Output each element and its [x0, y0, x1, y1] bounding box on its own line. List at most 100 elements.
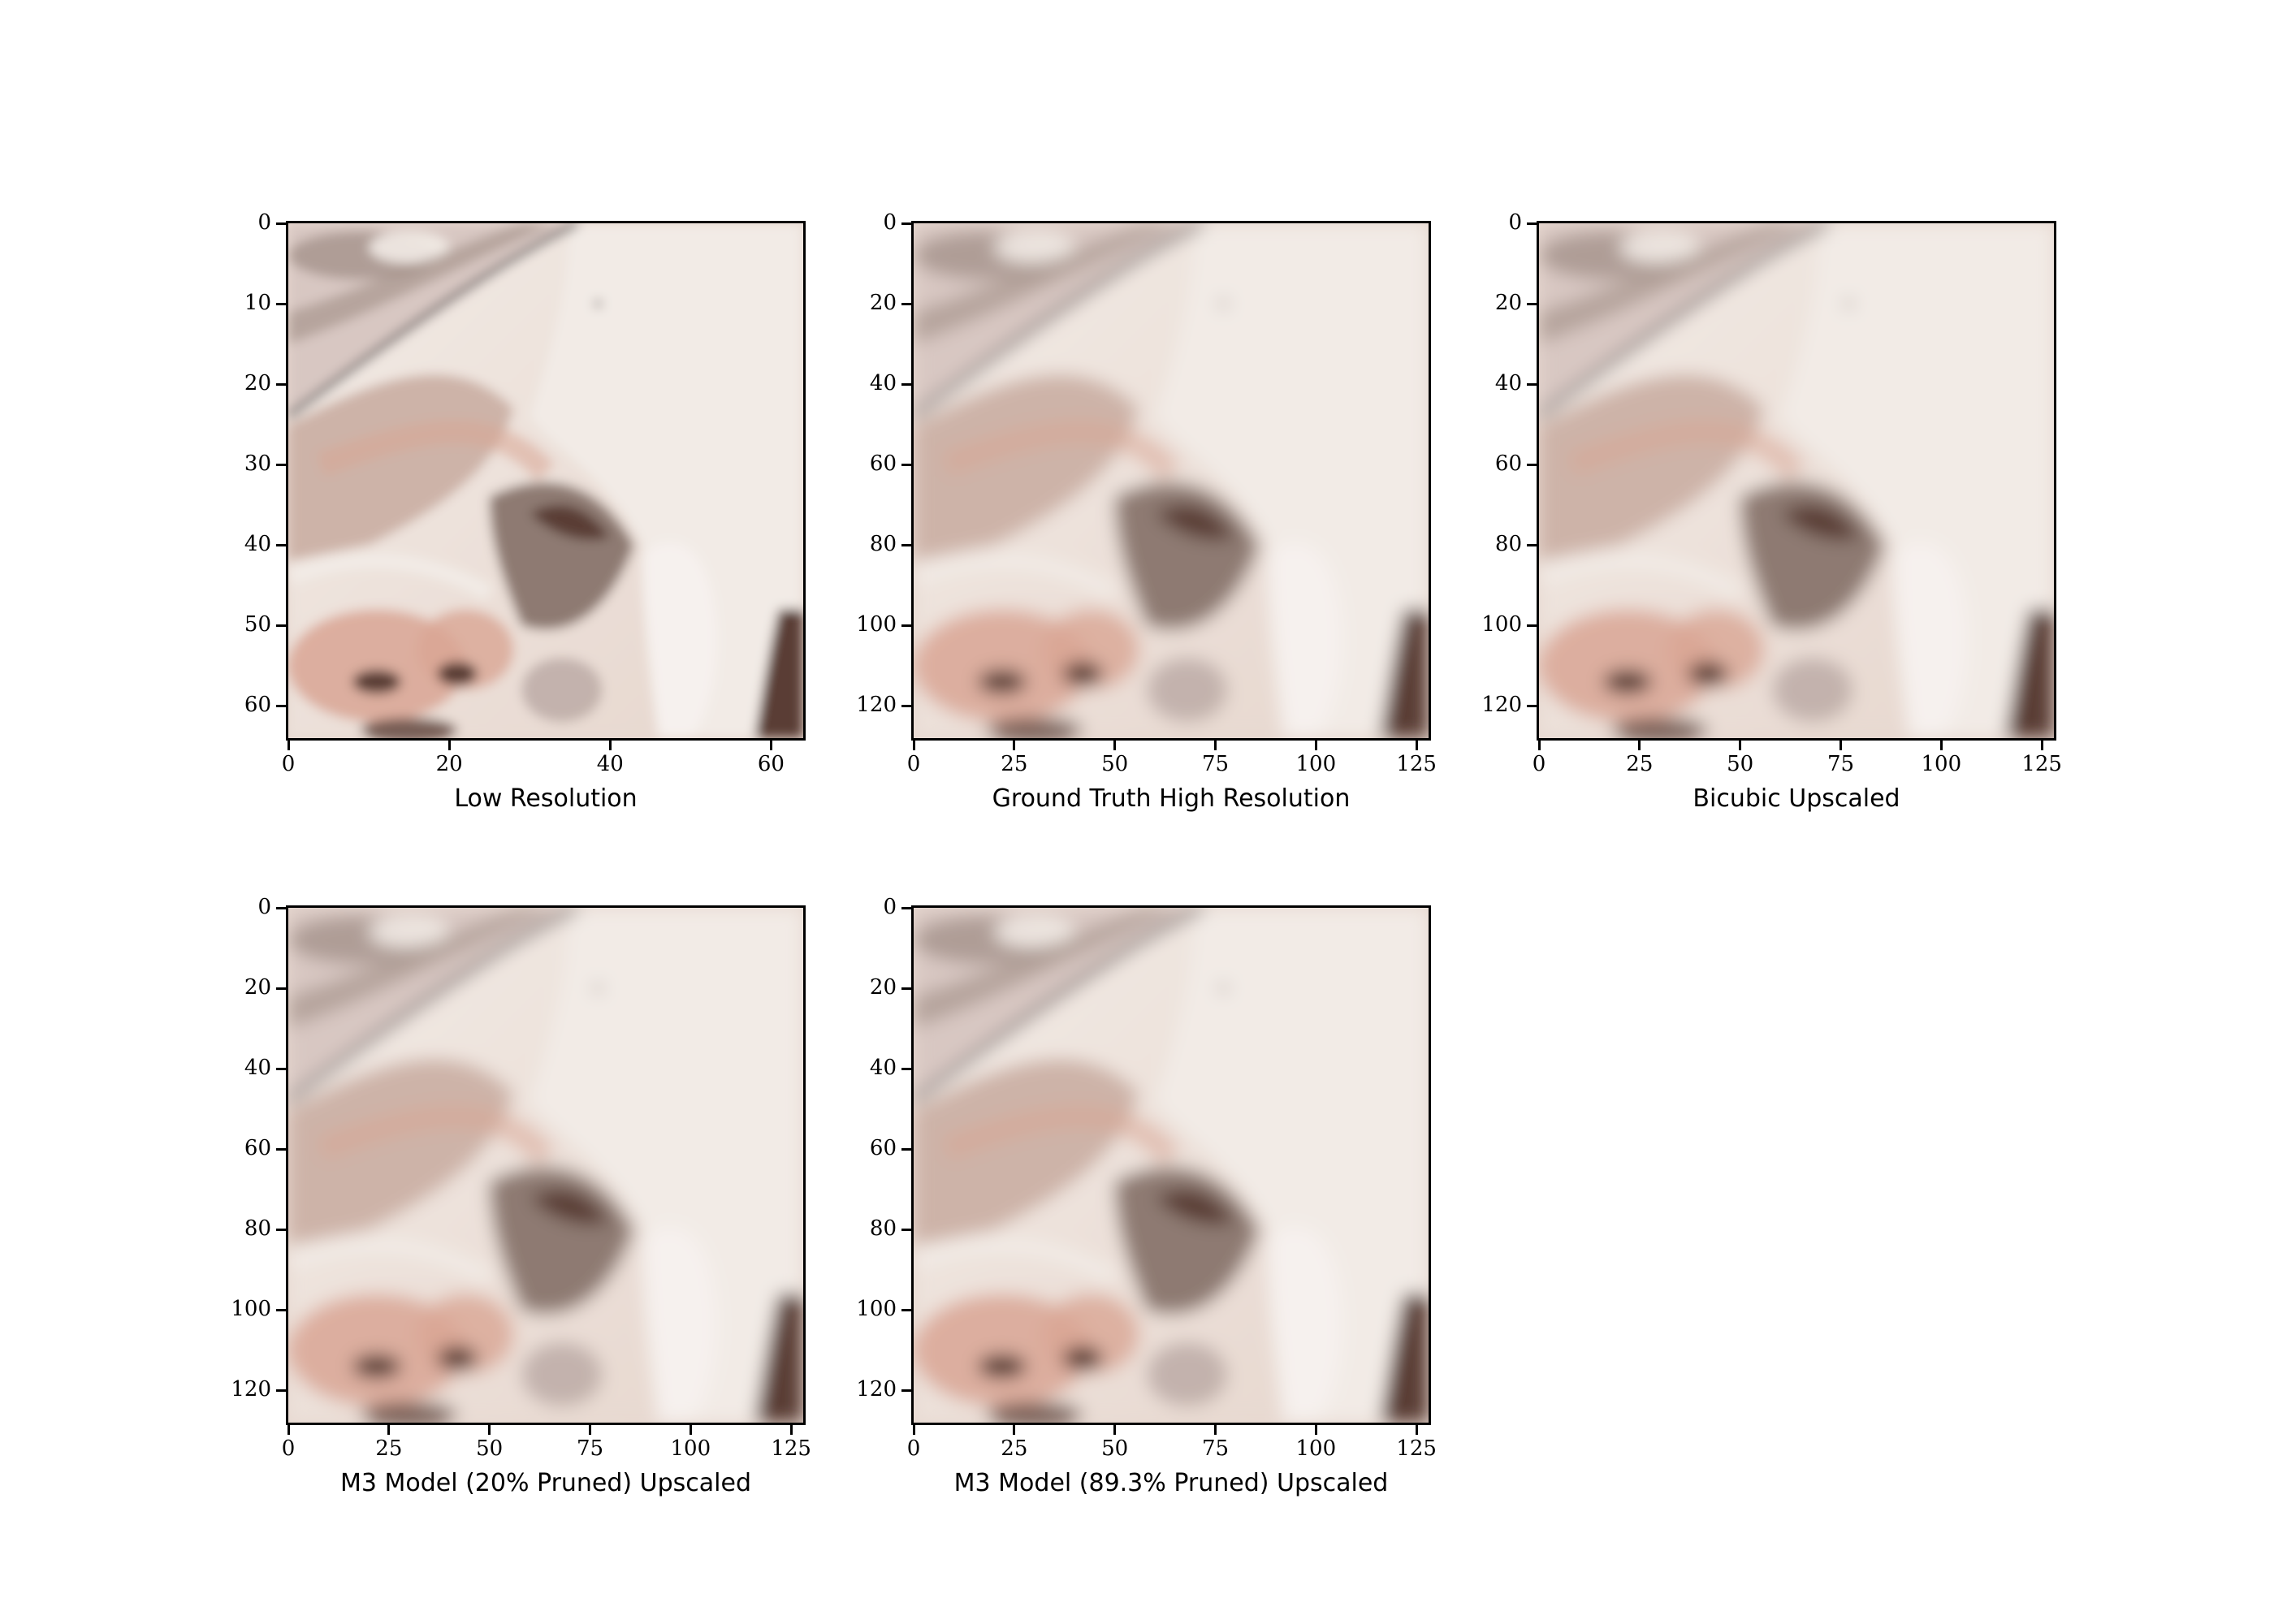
y-tick-label: 40: [869, 1056, 897, 1081]
y-tick-mark: [1527, 624, 1537, 627]
x-tick-label: 125: [1396, 1436, 1437, 1461]
y-tick-mark: [901, 382, 911, 386]
x-tick-label: 125: [771, 1436, 811, 1461]
y-tick-mark: [901, 1308, 911, 1311]
y-tick-label: 0: [1508, 210, 1522, 235]
y-tick-mark: [901, 1389, 911, 1392]
x-tick-label: 50: [1727, 752, 1754, 776]
y-tick-label: 0: [883, 895, 897, 919]
x-tick-mark: [1415, 1425, 1418, 1435]
y-tick-mark: [901, 987, 911, 990]
y-tick-label: 30: [244, 451, 271, 477]
y-tick-mark: [901, 463, 911, 466]
y-tick-mark: [901, 222, 911, 225]
x-tick-mark: [1739, 741, 1742, 750]
y-tick-label: 40: [1494, 371, 1522, 396]
y-tick-mark: [276, 1228, 286, 1231]
x-tick-label: 0: [1532, 752, 1546, 776]
y-tick-mark: [901, 302, 911, 305]
y-tick-label: 80: [1494, 532, 1522, 557]
x-tick-label: 100: [1295, 752, 1337, 776]
y-tick-mark: [901, 624, 911, 627]
x-tick-label: 100: [1921, 752, 1962, 776]
x-tick-label: 0: [281, 752, 296, 776]
panel-caption: M3 Model (89.3% Pruned) Upscaled: [953, 1469, 1389, 1497]
panel-caption: M3 Model (20% Pruned) Upscaled: [339, 1469, 752, 1497]
y-tick-label: 10: [244, 291, 271, 316]
image-content: [288, 908, 803, 1423]
x-tick-mark: [2040, 741, 2043, 750]
x-tick-label: 75: [1201, 752, 1230, 776]
x-tick-mark: [1314, 1425, 1317, 1435]
x-tick-mark: [447, 741, 451, 750]
y-tick-label: 80: [869, 1216, 897, 1242]
x-tick-label: 0: [906, 752, 921, 776]
y-tick-mark: [1527, 302, 1537, 305]
x-tick-mark: [1939, 741, 1943, 750]
image-content: [914, 908, 1429, 1423]
y-tick-label: 80: [244, 1216, 271, 1242]
y-tick-mark: [276, 543, 286, 546]
panel-caption: Low Resolution: [454, 784, 638, 813]
x-tick-label: 60: [757, 752, 785, 776]
y-tick-mark: [276, 624, 286, 627]
x-tick-mark: [287, 1425, 290, 1435]
x-tick-label: 125: [2021, 752, 2062, 776]
y-tick-mark: [1527, 222, 1537, 225]
x-tick-label: 25: [1001, 752, 1028, 776]
y-tick-label: 100: [856, 612, 897, 637]
image-panel-5: [911, 905, 1431, 1425]
y-tick-mark: [901, 1147, 911, 1151]
y-tick-mark: [276, 906, 286, 909]
y-tick-mark: [901, 543, 911, 546]
x-tick-label: 50: [1101, 1436, 1129, 1461]
x-tick-mark: [1415, 741, 1418, 750]
x-tick-mark: [1213, 741, 1217, 750]
y-tick-mark: [1527, 704, 1537, 707]
x-tick-label: 75: [1201, 1436, 1230, 1461]
y-tick-label: 20: [1494, 291, 1522, 316]
y-tick-label: 0: [257, 210, 271, 235]
x-tick-label: 25: [1001, 1436, 1028, 1461]
x-tick-label: 50: [1101, 752, 1129, 776]
y-tick-label: 60: [1494, 451, 1522, 477]
y-tick-label: 120: [1481, 693, 1522, 718]
y-tick-mark: [276, 1308, 286, 1311]
y-tick-mark: [276, 704, 286, 707]
y-tick-mark: [1527, 463, 1537, 466]
y-tick-label: 80: [869, 532, 897, 557]
y-tick-label: 40: [244, 1056, 271, 1081]
x-tick-mark: [1113, 1425, 1117, 1435]
x-tick-label: 75: [576, 1436, 604, 1461]
x-tick-mark: [387, 1425, 391, 1435]
x-tick-mark: [769, 741, 772, 750]
x-tick-label: 50: [476, 1436, 504, 1461]
x-tick-label: 75: [1827, 752, 1855, 776]
y-tick-mark: [276, 382, 286, 386]
image-content: [1539, 223, 2054, 738]
y-tick-mark: [276, 1147, 286, 1151]
y-tick-label: 100: [856, 1297, 897, 1322]
x-tick-label: 100: [670, 1436, 711, 1461]
x-tick-mark: [608, 741, 612, 750]
y-tick-mark: [901, 1228, 911, 1231]
x-tick-mark: [1638, 741, 1641, 750]
x-tick-mark: [912, 741, 915, 750]
x-tick-label: 20: [435, 752, 463, 776]
y-tick-label: 20: [869, 975, 897, 1000]
y-tick-mark: [901, 1067, 911, 1070]
y-tick-mark: [276, 1067, 286, 1070]
y-tick-mark: [276, 1389, 286, 1392]
x-tick-mark: [287, 741, 290, 750]
image-panel-3: [1537, 221, 2056, 741]
x-tick-mark: [1113, 741, 1117, 750]
y-tick-mark: [276, 463, 286, 466]
x-tick-mark: [1537, 741, 1541, 750]
y-tick-mark: [901, 704, 911, 707]
image-content: [288, 223, 803, 738]
x-tick-mark: [1314, 741, 1317, 750]
y-tick-label: 0: [883, 210, 897, 235]
panel-caption: Ground Truth High Resolution: [992, 784, 1351, 813]
x-tick-mark: [1213, 1425, 1217, 1435]
